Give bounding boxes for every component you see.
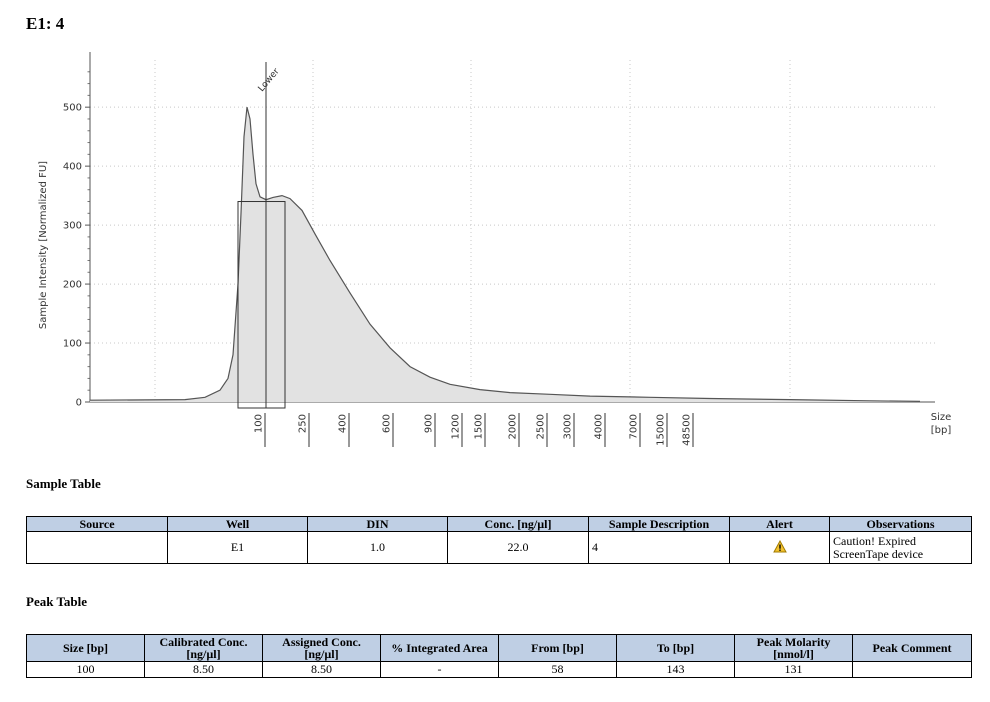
peak-table: Size [bp] Calibrated Conc. [ng/µl] Assigned… [26, 634, 972, 678]
x-tick-label: 100 [254, 414, 265, 433]
peak-cell-3: - [380, 661, 499, 678]
peak-col-header-7: Peak Comment [852, 634, 972, 662]
cell-well: E1 [167, 531, 308, 564]
peak-cell-7 [852, 661, 972, 678]
peak-col-header-2: Assigned Conc. [ng/µl] [262, 634, 381, 662]
x-tick-label: 1200 [451, 414, 462, 439]
plot-area: Lower [89, 62, 921, 409]
peak-col-header-0: Size [bp] [26, 634, 145, 662]
x-tick-label: 2000 [508, 414, 519, 439]
sample-col-header-4: Sample Description [588, 516, 730, 532]
peak-cell-4: 58 [498, 661, 617, 678]
y-tick-label: 500 [63, 103, 82, 114]
y-tick-label: 200 [63, 280, 82, 291]
x-axis-label: [bp] [931, 425, 952, 436]
table-row: 100 8.50 8.50-58 143 131 [26, 661, 972, 678]
x-tick-label: 400 [338, 414, 349, 433]
peak-cell-5: 143 [616, 661, 735, 678]
cell-alert[interactable] [729, 531, 830, 564]
peak-table-header: Size [bp] Calibrated Conc. [ng/µl] Assigned… [26, 634, 972, 662]
x-axis: Size [bp] 100 250 400 600 900 1200 1500 2000 2500 3… [85, 401, 952, 447]
x-tick-label: 7000 [629, 414, 640, 439]
peak-col-header-1: Calibrated Conc. [ng/µl] [144, 634, 263, 662]
lower-marker-label: Lower [257, 67, 282, 94]
x-tick-label: 48500 [682, 414, 693, 446]
sample-col-header-5: Alert [729, 516, 830, 532]
y-tick-label: 100 [63, 339, 82, 350]
x-axis-label: Size [931, 412, 952, 423]
x-tick-label: 15000 [656, 414, 667, 446]
cell-source [26, 531, 168, 564]
x-tick-label: 250 [298, 414, 309, 433]
table-row: E1 1.0 22.0 4 Caution! Expired ScreenTap… [26, 531, 972, 564]
peak-col-header-5: To [bp] [616, 634, 735, 662]
observations-line2: ScreenTape device [833, 546, 924, 561]
sample-col-header-1: Well [167, 516, 308, 532]
peak-col-header-6: Peak Molarity [nmol/l] [734, 634, 853, 662]
chart-grid [90, 60, 935, 402]
peak-integration-box [237, 201, 286, 409]
cell-description: 4 [588, 531, 730, 564]
peak-cell-0: 100 [26, 661, 145, 678]
sample-table: Source Well DIN Conc. [ng/µl] Sample Descrip… [26, 516, 972, 564]
x-tick-label: 4000 [594, 414, 605, 439]
cell-conc: 22.0 [447, 531, 589, 564]
peak-table-title: Peak Table [26, 594, 88, 609]
x-tick-label: 900 [424, 414, 435, 433]
peak-col-header-4: From [bp] [498, 634, 617, 662]
x-tick-label: 600 [382, 414, 393, 433]
peak-col-header-3: % Integrated Area [380, 634, 499, 662]
trace-area [90, 107, 920, 402]
electropherogram-chart: 0 100 200 300 400 500 Size [bp] 100 250 400 600 900… [38, 52, 952, 447]
x-tick-label: 2500 [536, 414, 547, 439]
peak-cell-6: 131 [734, 661, 853, 678]
trace-line [89, 107, 921, 402]
sample-table-header: Source Well DIN Conc. [ng/µl] Sample Descrip… [26, 516, 972, 532]
cell-din: 1.0 [307, 531, 448, 564]
warning-icon[interactable] [772, 539, 787, 553]
page-title: E1: 4 [26, 14, 65, 33]
sample-col-header-2: DIN [307, 516, 448, 532]
peak-cell-1: 8.50 [144, 661, 263, 678]
y-axis-label: Sample Intensity [Normalized FU] [38, 161, 49, 329]
peak-cell-2: 8.50 [262, 661, 381, 678]
y-axis: 0 100 200 300 400 500 [63, 52, 91, 409]
y-tick-label: 400 [63, 162, 82, 173]
sample-col-header-3: Conc. [ng/µl] [447, 516, 589, 532]
y-tick-label: 300 [63, 221, 82, 232]
sample-table-title: Sample Table [26, 476, 101, 491]
cell-observations: Caution! Expired ScreenTape device [829, 531, 972, 564]
x-tick-label: 3000 [563, 414, 574, 439]
x-tick-label: 1500 [474, 414, 485, 439]
y-tick-label: 0 [76, 398, 82, 409]
sample-col-header-6: Observations [829, 516, 972, 532]
observations-line1: Caution! Expired [833, 533, 916, 548]
sample-col-header-0: Source [26, 516, 168, 532]
